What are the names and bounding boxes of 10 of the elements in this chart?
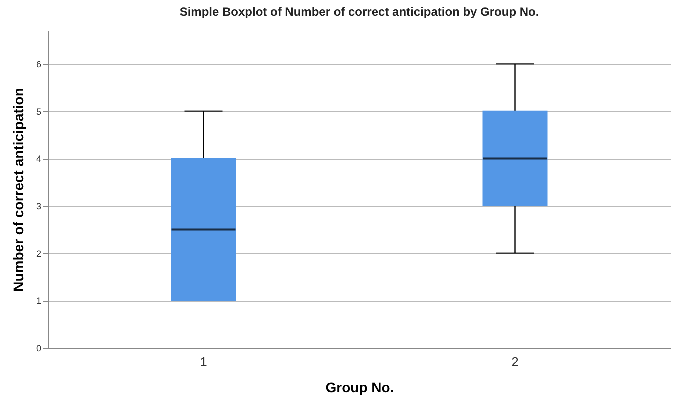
y-tick-label: 1 [36, 296, 42, 306]
y-tick-label: 4 [36, 154, 42, 164]
y-tick-label: 6 [36, 60, 42, 70]
y-tick-label: 0 [36, 344, 42, 354]
y-tick-label: 3 [36, 202, 42, 212]
y-tick-label: 2 [36, 248, 42, 259]
y-axis-title: Number of correct anticipation [10, 88, 26, 292]
x-axis-title: Group No. [326, 380, 394, 396]
chart-title: Simple Boxplot of Number of correct anticipation by Group No. [180, 5, 540, 19]
y-tick-label: 5 [36, 106, 42, 117]
